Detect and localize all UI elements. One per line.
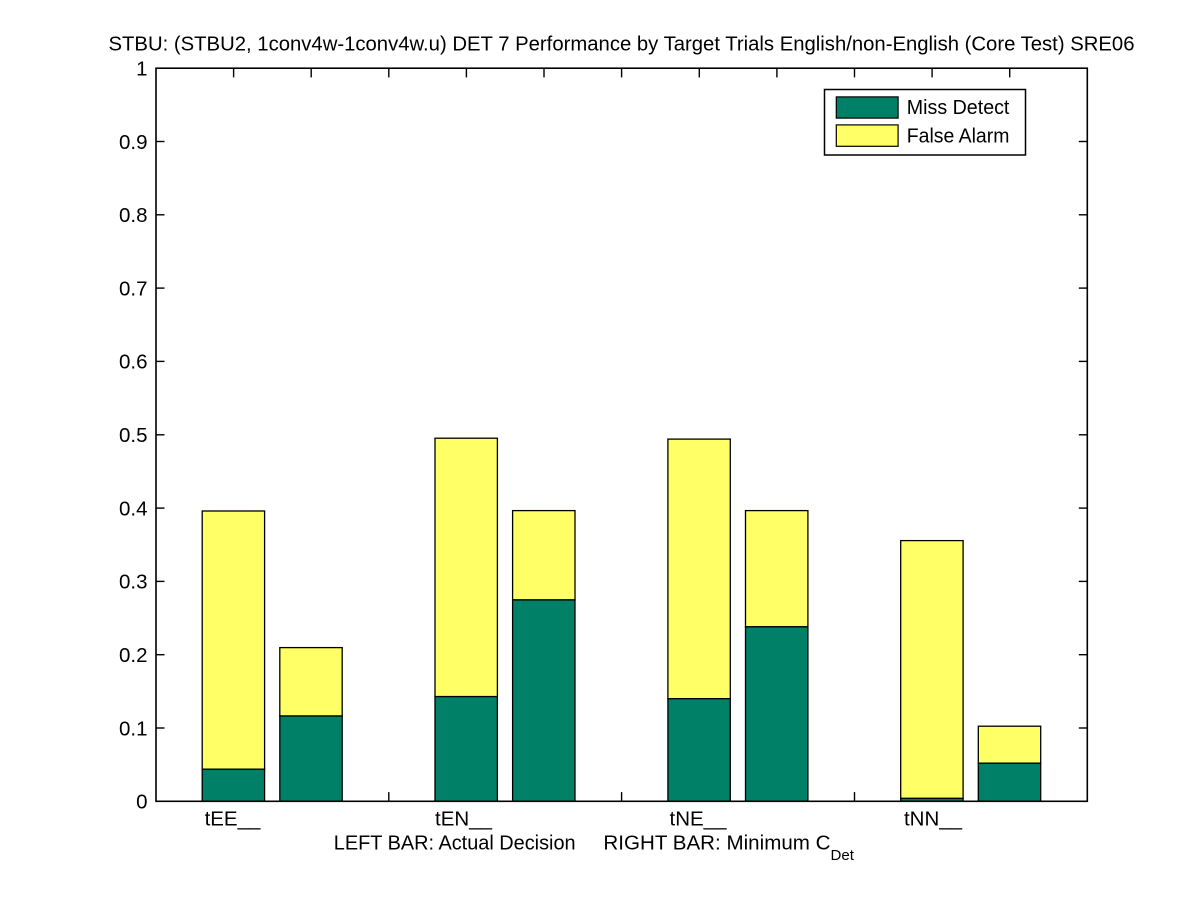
svg-text:RIGHT BAR: Minimum C: RIGHT BAR: Minimum C [603,832,830,855]
svg-text:Miss Detect: Miss Detect [907,96,1010,119]
svg-text:False Alarm: False Alarm [907,125,1010,148]
svg-text:0: 0 [136,791,147,814]
svg-text:tEN__: tEN__ [435,807,493,830]
svg-text:0.4: 0.4 [119,497,148,520]
svg-text:0.6: 0.6 [119,351,148,374]
svg-text:tNN__: tNN__ [904,807,963,830]
svg-text:1: 1 [136,58,147,81]
svg-text:0.3: 0.3 [119,571,148,594]
svg-text:0.1: 0.1 [119,717,148,740]
svg-text:0.9: 0.9 [119,131,148,154]
svg-text:0.7: 0.7 [119,277,148,300]
svg-text:0.2: 0.2 [119,644,148,667]
svg-text:0.5: 0.5 [119,424,148,447]
svg-text:tNE__: tNE__ [670,807,728,830]
svg-text:tEE__: tEE__ [205,807,261,830]
svg-text:0.8: 0.8 [119,204,148,227]
svg-text:Det: Det [831,847,855,864]
svg-text:STBU: (STBU2, 1conv4w-1conv4w.: STBU: (STBU2, 1conv4w-1conv4w.u) DET 7 P… [109,33,1135,56]
svg-text:LEFT BAR: Actual Decision: LEFT BAR: Actual Decision [334,832,576,855]
